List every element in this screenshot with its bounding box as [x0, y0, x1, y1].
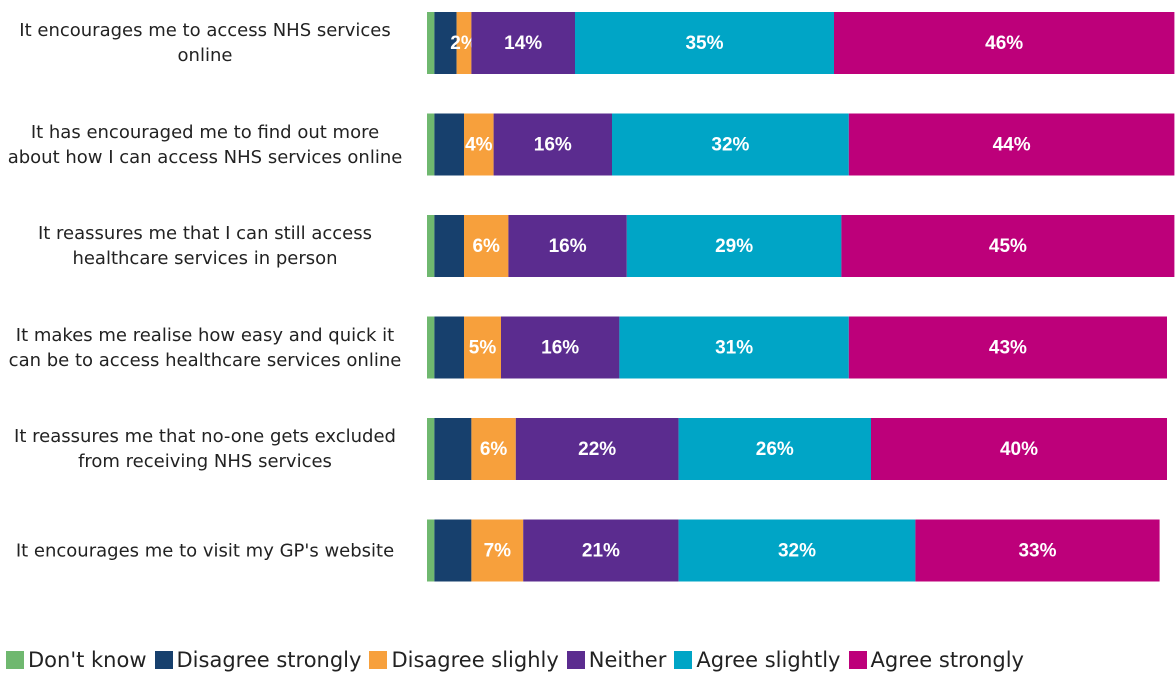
- legend-label: Disagree slighly: [391, 648, 559, 672]
- bar-segment: [427, 12, 435, 74]
- bar-segment: [434, 12, 457, 74]
- bar-segment: [523, 519, 679, 582]
- bar-segment: [508, 215, 627, 277]
- bar-segment: [464, 316, 501, 379]
- bar-segment: [515, 418, 679, 480]
- bar-segment: [434, 113, 464, 176]
- data-label: 43%: [989, 338, 1027, 359]
- bar-segment: [427, 418, 435, 480]
- data-label: 32%: [711, 135, 749, 156]
- data-label: 16%: [534, 135, 572, 156]
- legend-label: Neither: [588, 648, 667, 672]
- bar-segment: [841, 215, 1175, 277]
- category-label: It encourages me to access NHS services …: [19, 20, 391, 66]
- data-label: 22%: [578, 439, 616, 460]
- legend-item: Agree slightly: [674, 648, 841, 672]
- bar-segment: [434, 316, 464, 379]
- bar-segment: [464, 215, 509, 277]
- legend-item: Don't know: [6, 648, 147, 672]
- data-label: 35%: [685, 33, 723, 54]
- data-label: 2%: [450, 33, 478, 54]
- data-label: 6%: [472, 236, 500, 257]
- data-label: 32%: [778, 541, 816, 562]
- bar-segment: [501, 316, 620, 379]
- bar-segment: [834, 12, 1175, 74]
- category-label: It encourages me to visit my GP's websit…: [15, 540, 395, 561]
- legend-item: Disagree strongly: [154, 648, 362, 672]
- data-label: 45%: [989, 236, 1027, 257]
- legend-label: Don't know: [28, 648, 147, 672]
- bar-segment: [434, 519, 472, 582]
- bar-segment: [471, 519, 524, 582]
- legend: Don't know Disagree strongly Disagree slig…: [6, 648, 1032, 672]
- bar-segment: [427, 215, 435, 277]
- legend-swatch: [566, 651, 585, 669]
- plot: 2% 14% 35% 46% 4% 16% 32% 44% 6% 16% 29% 45% 5% 16% 31…: [427, 12, 1175, 582]
- legend-swatch: [369, 651, 388, 669]
- bar-segment: [575, 12, 834, 74]
- bar-segment: [427, 113, 435, 176]
- legend-label: Agree slightly: [696, 648, 841, 672]
- data-label: 21%: [582, 541, 620, 562]
- legend-swatch: [154, 651, 173, 669]
- data-label: 26%: [756, 439, 794, 460]
- data-label: 6%: [480, 439, 508, 460]
- legend-item: Neither: [566, 648, 667, 672]
- bar-segment: [871, 418, 1167, 480]
- legend-swatch: [674, 651, 693, 669]
- bar-segment: [915, 519, 1160, 582]
- legend-item: Agree strongly: [848, 648, 1024, 672]
- bar-segment: [678, 519, 916, 582]
- bar-segment: [493, 113, 612, 176]
- bar-segment: [848, 316, 1167, 379]
- legend-swatch: [6, 651, 24, 669]
- data-label: 31%: [715, 338, 753, 359]
- legend-item: Disagree slighly: [369, 648, 559, 672]
- bar-segment: [619, 316, 849, 379]
- bar-segment: [456, 12, 472, 74]
- data-label: 33%: [1018, 541, 1056, 562]
- bar-segment: [471, 12, 575, 74]
- category-label: It has encouraged me to find out more ab…: [7, 121, 403, 168]
- data-label: 16%: [541, 338, 579, 359]
- data-label: 4%: [465, 135, 493, 156]
- bar-segment: [678, 418, 871, 480]
- legend-label: Agree strongly: [870, 648, 1024, 672]
- data-label: 40%: [1000, 439, 1038, 460]
- data-label: 46%: [985, 33, 1023, 54]
- data-label: 7%: [484, 541, 512, 562]
- data-label: 16%: [549, 236, 587, 257]
- data-label: 14%: [504, 33, 542, 54]
- data-label: 5%: [469, 338, 497, 359]
- legend-label: Disagree strongly: [176, 648, 362, 672]
- data-label: 29%: [715, 236, 753, 257]
- bar-segment: [626, 215, 842, 277]
- bar-segment: [434, 418, 472, 480]
- bar-segment: [471, 418, 516, 480]
- bar-segment: [464, 113, 494, 176]
- legend-swatch: [848, 651, 867, 669]
- data-label: 44%: [993, 135, 1031, 156]
- category-label: It reassures me that no-one gets exclude…: [14, 426, 396, 472]
- category-label: It makes me realise how easy and quick i…: [8, 324, 402, 371]
- bar-segment: [427, 316, 435, 379]
- bar-segment: [612, 113, 849, 176]
- bar-segment: [848, 113, 1175, 176]
- category-label: It reassures me that I can still access …: [37, 223, 373, 269]
- bar-segment: [434, 215, 464, 277]
- bar-segment: [427, 519, 435, 582]
